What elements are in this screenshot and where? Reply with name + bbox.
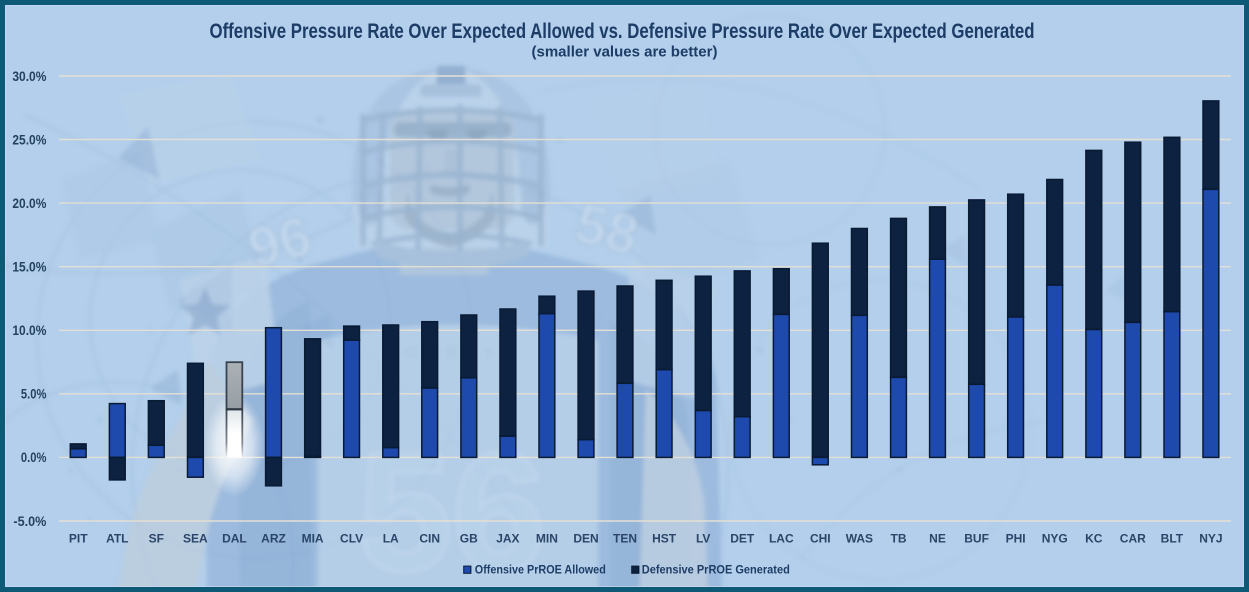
svg-text:DEN: DEN: [573, 532, 598, 546]
svg-text:30.0%: 30.0%: [12, 69, 46, 84]
svg-text:COWBOYS: COWBOYS: [386, 343, 518, 362]
svg-text:(smaller values are better): (smaller values are better): [532, 44, 718, 61]
svg-text:10.0%: 10.0%: [12, 323, 46, 338]
svg-text:0.0%: 0.0%: [21, 450, 47, 465]
svg-text:MIA: MIA: [302, 532, 324, 546]
svg-text:MIN: MIN: [536, 532, 558, 546]
svg-text:PHI: PHI: [1006, 532, 1026, 546]
svg-text:LA: LA: [383, 532, 399, 546]
svg-text:NE: NE: [929, 532, 946, 546]
svg-text:Offensive Pressure Rate Over E: Offensive Pressure Rate Over Expected Al…: [210, 19, 1035, 43]
svg-text:25.0%: 25.0%: [12, 132, 46, 147]
svg-text:HST: HST: [652, 532, 677, 546]
svg-text:SF: SF: [149, 532, 164, 546]
svg-text:TEN: TEN: [613, 532, 637, 546]
svg-text:CHI: CHI: [810, 532, 831, 546]
svg-text:15.0%: 15.0%: [12, 260, 46, 275]
svg-text:LAC: LAC: [769, 532, 794, 546]
svg-text:KC: KC: [1085, 532, 1103, 546]
svg-text:ARZ: ARZ: [261, 532, 286, 546]
svg-text:BLT: BLT: [1161, 532, 1184, 546]
svg-text:5.0%: 5.0%: [21, 387, 47, 402]
svg-text:TB: TB: [891, 532, 907, 546]
svg-text:NYG: NYG: [1042, 532, 1068, 546]
svg-text:ATL: ATL: [106, 532, 128, 546]
svg-text:SEA: SEA: [183, 532, 208, 546]
svg-text:-5.0%: -5.0%: [13, 514, 46, 529]
svg-text:Defensive PrROE Generated: Defensive PrROE Generated: [642, 564, 790, 577]
svg-text:NYJ: NYJ: [1199, 532, 1222, 546]
svg-text:20.0%: 20.0%: [12, 196, 46, 211]
svg-text:JAX: JAX: [496, 532, 519, 546]
svg-text:WAS: WAS: [846, 532, 873, 546]
svg-text:LV: LV: [696, 532, 710, 546]
svg-text:DET: DET: [730, 532, 755, 546]
svg-text:CIN: CIN: [419, 532, 440, 546]
svg-text:DAL: DAL: [222, 532, 247, 546]
svg-text:PIT: PIT: [69, 532, 88, 546]
svg-text:CAR: CAR: [1120, 532, 1146, 546]
svg-text:Offensive PrROE Allowed: Offensive PrROE Allowed: [475, 564, 606, 577]
svg-text:BUF: BUF: [964, 532, 989, 546]
svg-text:GB: GB: [460, 532, 478, 546]
svg-text:CLV: CLV: [340, 532, 363, 546]
